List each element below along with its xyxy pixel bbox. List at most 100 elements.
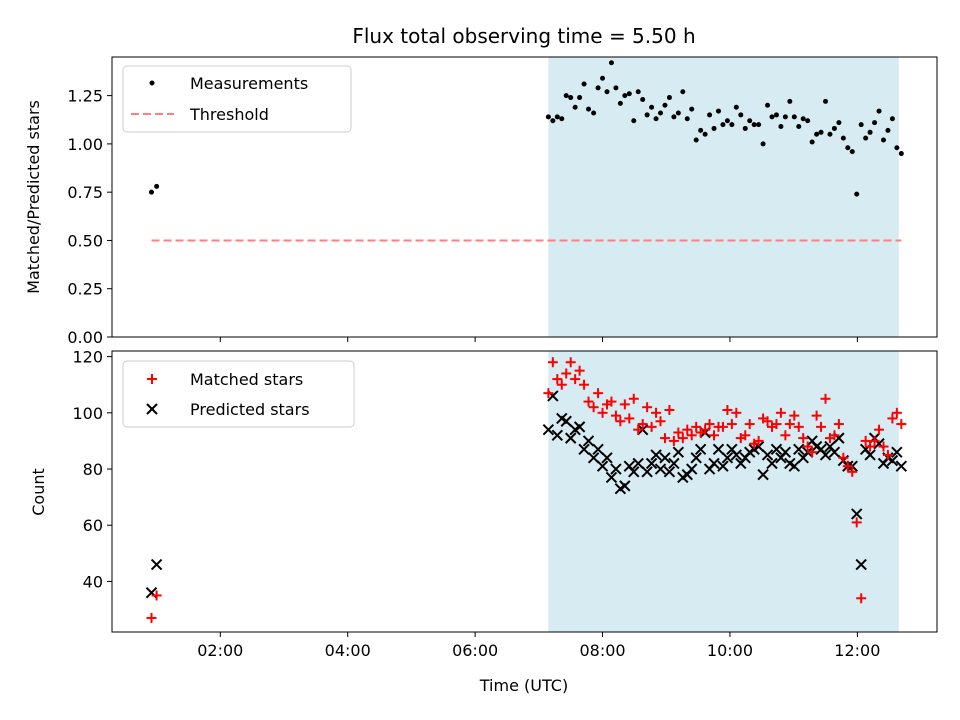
- measurement-point: [707, 112, 713, 118]
- measurement-point: [823, 98, 829, 104]
- matched-star-point: [811, 410, 822, 421]
- matched-star-point: [851, 517, 862, 528]
- measurement-point: [742, 125, 748, 131]
- ratio-marks: [148, 60, 904, 242]
- measurement-point: [617, 100, 623, 106]
- matched-star-point: [878, 441, 889, 452]
- matched-star-point: [771, 419, 782, 430]
- matched-star-point: [869, 435, 880, 446]
- predicted-star-point: [766, 457, 778, 470]
- measurement-point: [876, 108, 882, 114]
- predicted-star-point: [793, 443, 805, 456]
- measurement-point: [608, 60, 614, 66]
- matched-star-point: [887, 413, 898, 424]
- matched-star-point: [655, 416, 666, 427]
- measurement-point: [666, 95, 672, 101]
- measurement-point: [675, 110, 681, 116]
- count-x-tick-label: 04:00: [325, 641, 371, 660]
- measurement-point: [577, 95, 583, 101]
- matched-star-point: [682, 424, 693, 435]
- matched-star-point: [856, 593, 867, 604]
- measurement-point: [644, 112, 650, 118]
- measurement-point: [671, 114, 677, 120]
- matched-star-point: [860, 435, 871, 446]
- count-y-tick-label: 40: [83, 572, 103, 591]
- ratio-x-ticks: [219, 337, 858, 342]
- count-x-ticks: 02:00 04:00 06:00 08:00 10:00 12:00: [197, 632, 880, 660]
- matched-star-point: [802, 441, 813, 452]
- matched-star-point: [807, 447, 818, 458]
- count-legend: Matched stars Predicted stars: [122, 360, 355, 428]
- measurement-point: [849, 149, 855, 155]
- matched-star-point: [762, 416, 773, 427]
- measurement-point: [559, 116, 565, 122]
- ratio-y-tick-label: 0.25: [67, 280, 103, 299]
- matched-star-point: [700, 424, 711, 435]
- measurement-point: [831, 125, 837, 131]
- count-x-axis-label: Time (UTC): [479, 676, 568, 695]
- legend-measurements-marker: [149, 80, 155, 86]
- measurement-point: [805, 118, 811, 124]
- predicted-star-point: [886, 454, 899, 467]
- matched-star-point: [691, 421, 702, 432]
- measurement-point: [600, 75, 606, 81]
- count-x-tick-label: 06:00: [452, 641, 498, 660]
- measurement-point: [595, 85, 601, 91]
- predicted-star-point: [663, 466, 676, 478]
- matched-star-point: [151, 590, 162, 601]
- matched-star-point: [874, 424, 885, 435]
- matched-star-point: [610, 410, 621, 421]
- predicted-star-point: [551, 429, 564, 442]
- measurement-point: [724, 118, 730, 124]
- measurement-point: [631, 118, 637, 124]
- predicted-star-point: [891, 446, 903, 458]
- predicted-star-point: [578, 443, 590, 456]
- measurement-point: [809, 139, 815, 145]
- matched-star-point: [570, 374, 581, 385]
- matched-star-point: [642, 402, 653, 413]
- count-y-ticks: 40 60 80 100 120: [72, 348, 112, 591]
- legend-measurements-label: Measurements: [190, 74, 308, 93]
- predicted-star-point: [668, 457, 680, 470]
- measurement-point: [550, 118, 556, 124]
- matched-star-point: [588, 402, 599, 413]
- matched-star-point: [816, 421, 827, 432]
- measurement-point: [626, 91, 632, 97]
- ratio-panel: 0.00 0.25 0.50 0.75 1.00 1.25 Matched/Predict…: [24, 56, 938, 347]
- count-legend-box: [122, 360, 355, 428]
- measurement-point: [563, 93, 569, 99]
- predicted-star-point: [542, 423, 555, 436]
- measurement-point: [693, 137, 699, 143]
- predicted-star-point: [686, 463, 698, 475]
- measurement-point: [653, 116, 659, 122]
- matched-star-point: [606, 396, 617, 407]
- measurement-point: [680, 89, 686, 95]
- count-y-tick-label: 80: [83, 460, 103, 479]
- predicted-star-point: [708, 457, 720, 470]
- measurement-point: [872, 120, 878, 126]
- predicted-star-point: [694, 443, 707, 456]
- measurement-point: [800, 116, 806, 122]
- predicted-star-point: [560, 415, 572, 427]
- predicted-star-point: [596, 460, 609, 472]
- measurement-point: [894, 145, 900, 151]
- matched-star-point: [833, 419, 844, 430]
- predicted-star-point: [864, 449, 876, 461]
- count-axes-frame: [111, 350, 938, 633]
- measurement-point: [711, 125, 717, 131]
- measurement-point: [684, 116, 690, 122]
- predicted-star-point: [650, 449, 662, 461]
- matched-star-point: [744, 419, 755, 430]
- predicted-star-point: [659, 452, 671, 464]
- matched-star-point: [838, 452, 849, 463]
- measurement-point: [845, 145, 851, 151]
- matched-star-point: [896, 419, 907, 430]
- predicted-star-point: [779, 446, 792, 458]
- measurement-point: [782, 114, 788, 120]
- matched-star-point: [668, 435, 679, 446]
- count-y-tick-label: 120: [72, 348, 103, 367]
- ratio-y-tick-label: 1.00: [67, 135, 103, 154]
- measurement-point: [836, 120, 842, 126]
- predicted-star-point: [730, 449, 743, 461]
- measurement-point: [778, 124, 784, 130]
